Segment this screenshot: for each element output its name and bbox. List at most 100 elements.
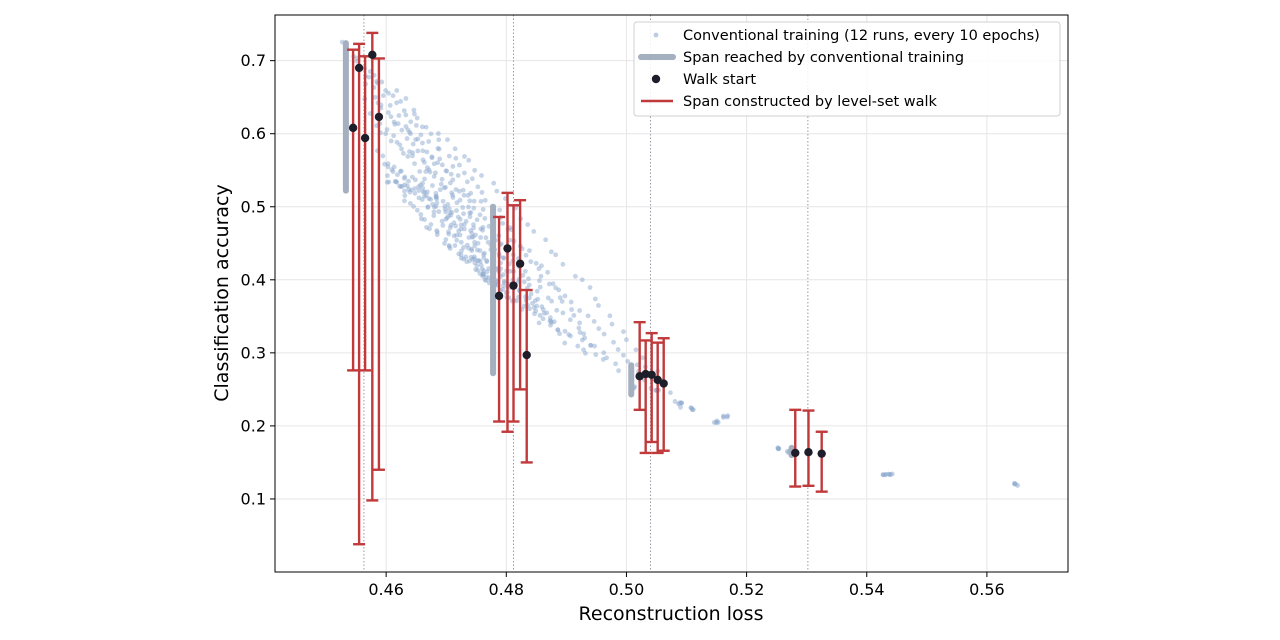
conventional-point-303 <box>537 312 543 318</box>
conventional-point-329 <box>466 204 471 210</box>
conventional-point-504 <box>436 209 442 214</box>
conventional-point-412 <box>433 194 439 200</box>
conventional-point-332 <box>471 222 476 227</box>
conventional-point-12 <box>450 164 456 169</box>
conventional-point-54 <box>445 137 450 143</box>
conventional-point-231 <box>429 154 435 160</box>
conventional-point-170 <box>577 320 583 326</box>
conventional-point-139 <box>412 111 417 117</box>
conventional-point-70 <box>560 261 566 267</box>
conventional-point-463 <box>447 246 453 251</box>
conventional-point-57 <box>466 157 472 163</box>
conventional-point-136 <box>390 93 396 99</box>
conventional-point-169 <box>571 313 577 318</box>
conventional-point-510 <box>447 225 453 231</box>
conventional-point-217 <box>575 343 581 349</box>
conventional-point-92 <box>387 103 393 108</box>
conventional-point-120 <box>554 307 560 313</box>
conventional-point-13 <box>455 173 461 178</box>
conventional-point-525 <box>484 269 490 275</box>
conventional-point-520 <box>470 256 476 262</box>
conventional-point-360 <box>412 190 418 196</box>
walk-start-point-1 <box>354 63 364 73</box>
conventional-point-372 <box>454 237 460 243</box>
conventional-point-38 <box>621 352 626 358</box>
conventional-point-484 <box>386 179 392 185</box>
conventional-point-242 <box>477 212 483 218</box>
conventional-point-227 <box>408 131 413 137</box>
conventional-point-311 <box>388 138 394 144</box>
conventional-point-413 <box>440 198 446 204</box>
x-tick-label-3: 0.52 <box>729 580 765 599</box>
conventional-point-91 <box>380 93 386 99</box>
conventional-point-116 <box>537 278 542 284</box>
conventional-point-279 <box>446 206 452 212</box>
conventional-point-78 <box>621 329 626 335</box>
conventional-point-130 <box>613 361 618 367</box>
conventional-point-223 <box>388 114 394 120</box>
conventional-point-258 <box>541 310 547 316</box>
conventional-point-234 <box>444 168 450 174</box>
conventional-point-141 <box>419 124 425 130</box>
conventional-point-519 <box>469 248 475 253</box>
conventional-point-75 <box>596 303 601 308</box>
conventional-point-322 <box>439 176 445 182</box>
conventional-point-65 <box>525 222 531 227</box>
conventional-point-21 <box>507 237 513 243</box>
conventional-point-80 <box>633 347 639 353</box>
y-tick-label-4: 0.5 <box>241 197 266 216</box>
conventional-point-339 <box>501 255 506 260</box>
y-tick-label-0: 0.1 <box>241 489 266 508</box>
conventional-point-61 <box>494 188 500 194</box>
legend-label-2: Walk start <box>683 72 756 88</box>
conventional-point-453 <box>428 222 434 227</box>
conventional-point-53 <box>435 131 441 136</box>
conventional-point-142 <box>428 131 434 137</box>
conventional-point-267 <box>391 133 397 139</box>
conventional-point-226 <box>405 127 411 133</box>
conventional-point-455 <box>427 226 432 232</box>
walk-start-point-7 <box>509 281 518 290</box>
legend-label-0: Conventional training (12 runs, every 10… <box>683 28 1040 44</box>
conventional-point-52 <box>423 124 429 130</box>
conventional-point-494 <box>416 188 422 193</box>
conventional-point-327 <box>457 197 463 203</box>
conventional-point-237 <box>453 187 459 192</box>
conventional-point-121 <box>560 310 566 316</box>
walk-start-points <box>348 50 826 458</box>
conventional-point-423 <box>469 230 475 236</box>
conventional-point-230 <box>424 149 430 155</box>
walk-start-point-3 <box>368 50 377 60</box>
conventional-point-6 <box>403 112 409 118</box>
conventional-point-402 <box>401 175 407 181</box>
conventional-point-335 <box>483 235 489 241</box>
conventional-point-266 <box>384 127 390 132</box>
walk-start-point-12 <box>647 370 656 379</box>
conventional-point-331 <box>467 214 473 220</box>
conventional-point-14 <box>464 179 470 185</box>
conventional-point-189 <box>437 187 443 193</box>
conventional-point-138 <box>401 108 407 114</box>
conventional-point-207 <box>528 291 534 297</box>
conventional-point-140 <box>413 123 419 128</box>
y-axis-label: Classification accuracy <box>211 184 233 401</box>
walk-start-point-14 <box>659 379 668 388</box>
conventional-point-133 <box>366 74 372 80</box>
conventional-point-37 <box>615 347 621 352</box>
conventional-point-429 <box>481 255 487 261</box>
x-tick-label-4: 0.54 <box>849 580 885 599</box>
conventional-point-127 <box>592 343 598 349</box>
x-tick-label-0: 0.46 <box>368 580 404 599</box>
conventional-point-183 <box>410 141 416 147</box>
y-tick-label-5: 0.6 <box>241 124 266 143</box>
conventional-point-173 <box>588 342 594 348</box>
conventional-point-182 <box>404 136 410 141</box>
conventional-point-319 <box>423 169 429 174</box>
conventional-point-262 <box>557 331 562 337</box>
conventional-point-399 <box>390 169 396 174</box>
walk-start-point-15 <box>791 448 800 458</box>
conventional-point-254 <box>526 282 532 288</box>
conventional-point-420 <box>461 221 467 227</box>
conventional-point-514 <box>457 232 463 238</box>
conventional-point-448 <box>411 204 416 209</box>
